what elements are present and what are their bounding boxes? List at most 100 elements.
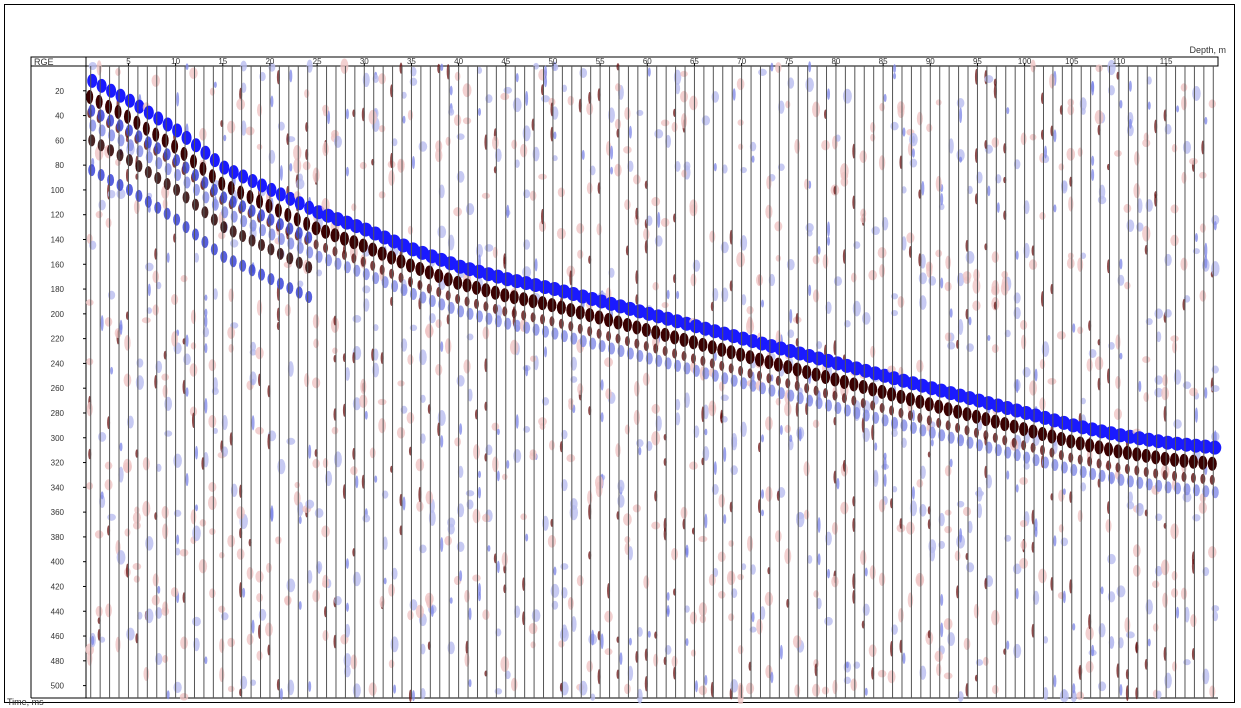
noise-wavelet (1047, 378, 1057, 385)
noise-wavelet (1038, 568, 1047, 584)
multiple-wavelet (154, 201, 162, 214)
secondary-peak (672, 348, 678, 359)
noise-wavelet (959, 156, 963, 163)
noise-wavelet (1190, 614, 1197, 628)
noise-wavelet (1170, 523, 1179, 540)
noise-wavelet (947, 632, 955, 647)
first-arrival-peak (849, 377, 859, 392)
noise-wavelet (1155, 513, 1163, 521)
noise-wavelet (279, 165, 283, 181)
noise-wavelet (482, 609, 490, 621)
noise-wavelet (1209, 685, 1216, 698)
noise-wavelet (1208, 546, 1217, 559)
x-axis-label: Depth, m (1189, 45, 1226, 55)
noise-wavelet (909, 500, 918, 517)
noise-wavelet (770, 62, 774, 72)
noise-wavelet (756, 618, 763, 635)
multiple-wavelet (182, 161, 190, 174)
multiple-wavelet (163, 177, 171, 190)
noise-wavelet (87, 650, 93, 666)
noise-wavelet (907, 592, 914, 608)
noise-wavelet (959, 528, 963, 543)
first-arrival-peak (726, 345, 736, 360)
noise-wavelet (440, 341, 444, 353)
noise-wavelet (397, 380, 405, 387)
noise-wavelet (135, 375, 144, 390)
noise-wavelet (453, 114, 462, 126)
noise-wavelet (189, 67, 198, 79)
noise-wavelet (827, 221, 831, 237)
multiple-wavelet (286, 222, 294, 235)
first-arrival-peak (330, 228, 340, 243)
first-arrival-peak (556, 300, 566, 315)
noise-wavelet (525, 365, 529, 377)
y-tick-label: 80 (55, 161, 64, 170)
noise-wavelet (185, 63, 189, 70)
noise-wavelet (227, 685, 235, 693)
noise-wavelet (586, 660, 593, 673)
noise-wavelet (286, 437, 296, 445)
noise-wavelet (736, 251, 746, 268)
noise-wavelet (1006, 470, 1010, 480)
noise-wavelet (1119, 684, 1123, 696)
noise-wavelet (919, 465, 926, 479)
noise-wavelet (209, 87, 215, 96)
first-arrival-peak (858, 379, 868, 394)
noise-wavelet (1154, 375, 1163, 385)
noise-wavelet (1067, 252, 1074, 260)
noise-wavelet (1133, 183, 1141, 199)
noise-wavelet (420, 433, 426, 444)
first-arrival-peak (660, 327, 670, 342)
x-tick-label: 105 (1065, 57, 1079, 66)
noise-wavelet (1147, 638, 1151, 647)
multiple-wavelet (258, 238, 266, 251)
noise-wavelet (123, 373, 132, 387)
secondary-peak (1049, 447, 1055, 458)
noise-wavelet (227, 637, 236, 648)
secondary-peak (898, 407, 904, 418)
first-arrival-peak (670, 330, 680, 345)
noise-wavelet (789, 309, 793, 324)
first-arrival-peak (547, 298, 557, 313)
noise-wavelet (709, 230, 716, 243)
multiple-wavelet (220, 221, 228, 234)
noise-wavelet (909, 132, 918, 147)
noise-wavelet (372, 324, 379, 332)
secondary-peak (417, 280, 423, 291)
noise-wavelet (506, 460, 510, 469)
noise-wavelet (228, 343, 234, 353)
noise-wavelet (959, 107, 963, 123)
noise-wavelet (653, 653, 659, 667)
noise-wavelet (1001, 270, 1009, 279)
multiple-wavelet (144, 166, 152, 179)
noise-wavelet (504, 670, 511, 680)
noise-wavelet (173, 453, 182, 468)
noise-wavelet (1127, 111, 1134, 125)
noise-wavelet (1039, 397, 1046, 411)
x-tick-label: 75 (784, 57, 793, 66)
noise-wavelet (723, 446, 727, 462)
noise-wavelet (604, 648, 613, 656)
first-arrival-peak (274, 203, 282, 218)
noise-wavelet (156, 463, 162, 472)
noise-wavelet (156, 281, 162, 290)
noise-wavelet (152, 304, 160, 316)
noise-wavelet (737, 573, 744, 581)
noise-wavelet (966, 343, 974, 352)
noise-wavelet (775, 397, 782, 406)
first-arrival-peak (453, 275, 463, 290)
noise-wavelet (362, 514, 371, 523)
noise-wavelet (1105, 519, 1112, 533)
noise-wavelet (760, 489, 764, 499)
noise-wavelet (775, 62, 782, 73)
noise-wavelet (561, 84, 568, 93)
noise-wavelet (333, 135, 342, 148)
noise-wavelet (407, 354, 414, 365)
noise-wavelet (770, 671, 774, 684)
secondary-peak (1143, 466, 1149, 477)
noise-wavelet (708, 574, 716, 586)
first-arrival-peak (161, 133, 169, 148)
noise-wavelet (230, 239, 239, 248)
noise-wavelet (411, 155, 415, 169)
noise-wavelet (345, 166, 349, 177)
